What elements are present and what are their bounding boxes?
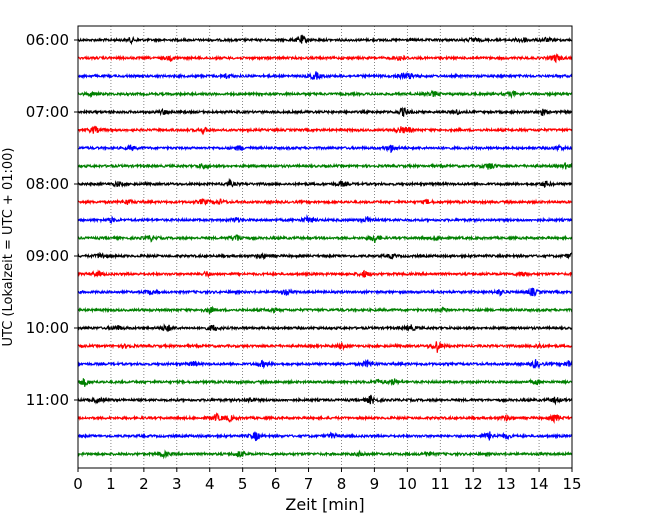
- trace-0730: [77, 143, 573, 154]
- trace-1145: [77, 449, 573, 460]
- x-ticks: 0 1 2 3 4 5 6 7 8 9 10 11 12 13 14 15: [73, 468, 582, 493]
- trace-0700: [77, 106, 573, 117]
- trace-1030: [77, 359, 573, 370]
- trace-0845: [77, 234, 573, 244]
- x-tick-label: 1: [106, 475, 116, 493]
- x-axis-label: Zeit [min]: [285, 495, 364, 514]
- x-tick-label: 10: [398, 475, 417, 493]
- x-tick-label: 15: [562, 475, 581, 493]
- trace-1015: [77, 341, 573, 353]
- trace-0930: [77, 287, 573, 298]
- y-axis-label: UTC (Lokalzeit = UTC + 01:00): [1, 148, 16, 347]
- x-tick-label: 7: [304, 475, 314, 493]
- trace-0615: [77, 52, 573, 64]
- trace-0815: [77, 198, 573, 206]
- plot-frame: [77, 25, 573, 469]
- trace-0600: [77, 34, 573, 46]
- trace-0630: [77, 71, 573, 81]
- x-tick-label: 13: [497, 475, 516, 493]
- x-tick-label: 14: [530, 475, 549, 493]
- x-tick-label: 4: [205, 475, 215, 493]
- trace-0715: [77, 125, 573, 136]
- trace-0945: [77, 305, 573, 314]
- trace-lines: [77, 34, 573, 460]
- y-tick-label: 08:00: [26, 175, 69, 193]
- trace-0830: [77, 214, 573, 225]
- y-tick-label: 10:00: [26, 319, 69, 337]
- x-tick-label: 12: [464, 475, 483, 493]
- x-tick-label: 3: [172, 475, 182, 493]
- trace-0745: [77, 162, 573, 170]
- y-tick-label: 06:00: [26, 31, 69, 49]
- x-tick-label: 2: [139, 475, 149, 493]
- trace-0645: [77, 89, 573, 100]
- x-tick-label: 8: [337, 475, 347, 493]
- y-tick-label: 09:00: [26, 247, 69, 265]
- x-tick-label: 9: [370, 475, 380, 493]
- trace-1130: [77, 431, 573, 442]
- trace-0915: [77, 269, 573, 279]
- trace-1045: [77, 377, 573, 387]
- x-tick-label: 6: [271, 475, 281, 493]
- x-tick-label: 0: [73, 475, 83, 493]
- x-tick-label: 11: [431, 475, 450, 493]
- trace-0900: [77, 251, 573, 261]
- y-ticks: 06:00 07:00 08:00 09:00 10:00 11:00: [26, 31, 78, 409]
- y-tick-label: 07:00: [26, 103, 69, 121]
- trace-1000: [77, 323, 573, 333]
- trace-1115: [77, 412, 573, 425]
- trace-0800: [77, 177, 573, 188]
- trace-1100: [77, 394, 573, 406]
- y-tick-label: 11:00: [26, 391, 69, 409]
- x-tick-label: 5: [238, 475, 248, 493]
